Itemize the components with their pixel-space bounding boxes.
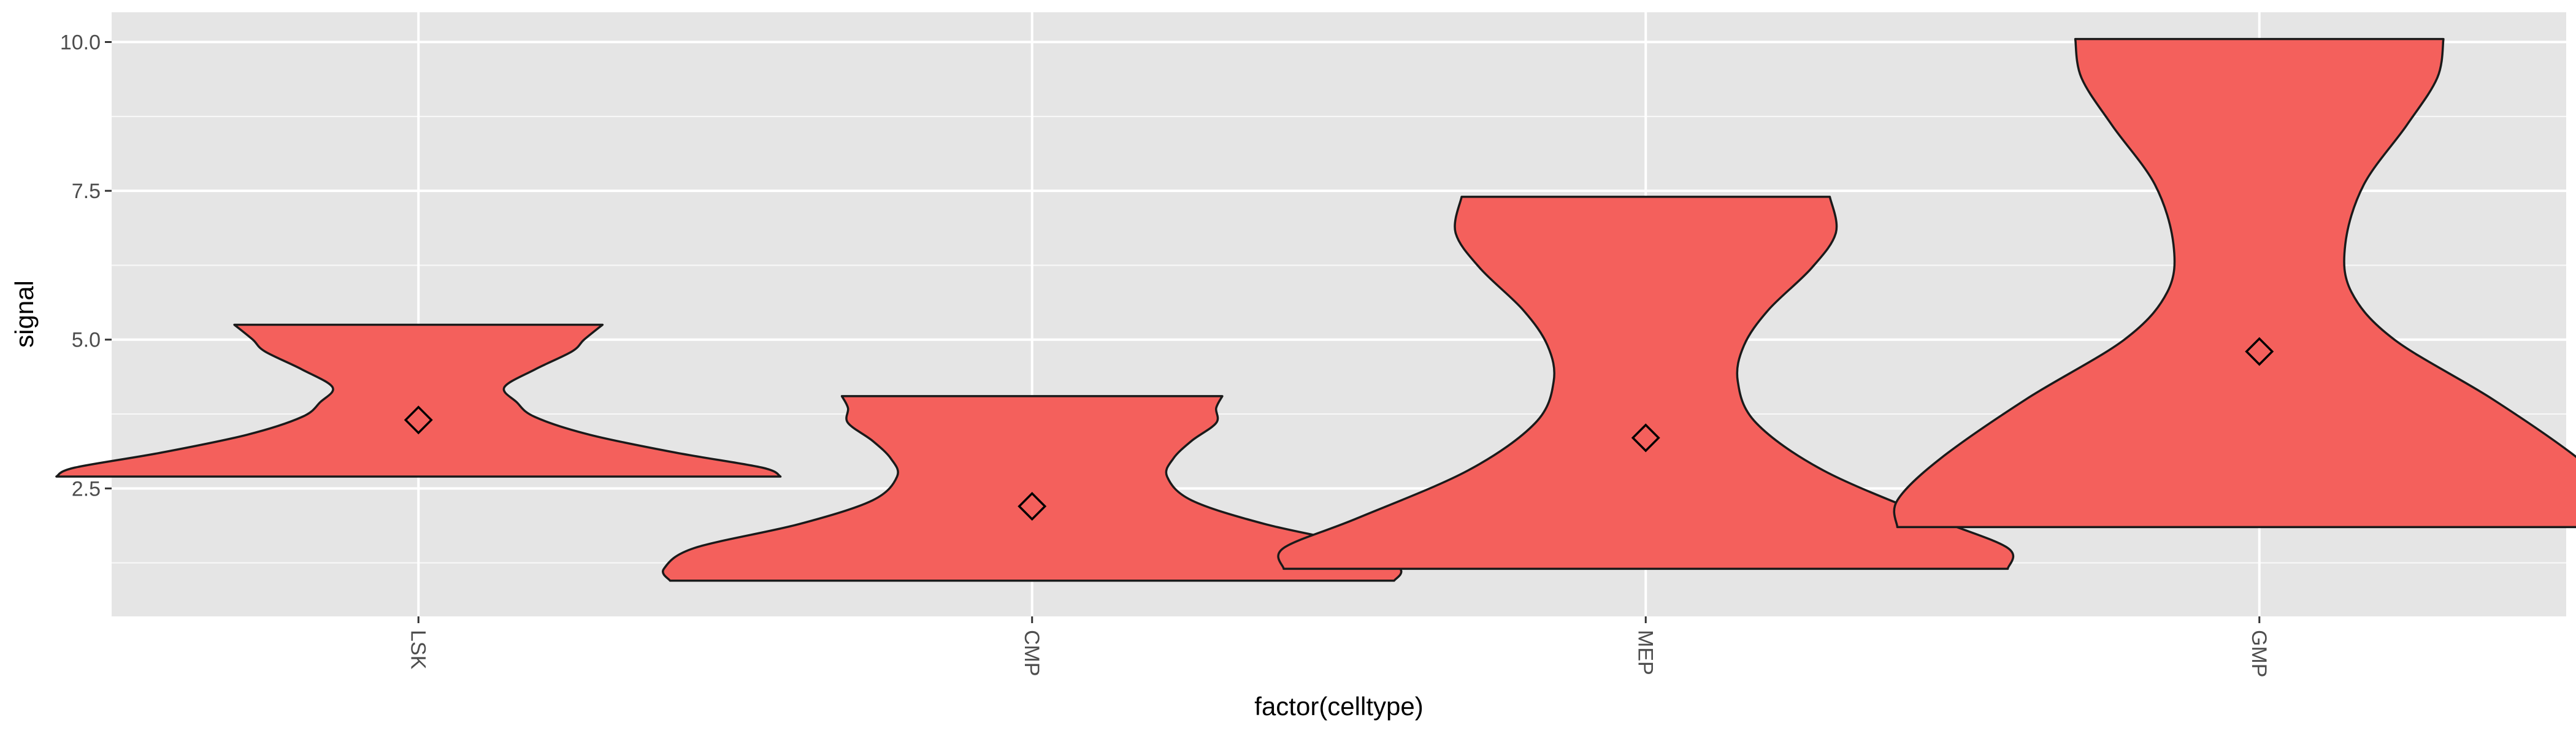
y-axis-title: signal: [10, 280, 39, 348]
x-axis: LSK CMP MEP GMP: [406, 616, 2271, 677]
y-tick-label: 5.0: [72, 329, 101, 352]
violin-cmp: [662, 395, 1403, 582]
mean-marker-cmp: [1018, 491, 1047, 521]
violin-lsk: [55, 323, 782, 478]
y-tick-label: 7.5: [72, 180, 101, 203]
x-tick-label: GMP: [2247, 630, 2271, 677]
x-axis-title: factor(celltype): [1254, 692, 1423, 721]
mean-marker-gmp: [2245, 337, 2274, 366]
y-tick-label: 10.0: [60, 31, 101, 55]
x-tick-label: LSK: [406, 630, 429, 670]
x-tick-label: MEP: [1633, 630, 1657, 675]
y-axis: 2.5 5.0 7.5 10.0: [60, 31, 112, 500]
violin-mep: [1277, 196, 2015, 570]
violin-gmp: [1893, 37, 2576, 529]
mean-marker-lsk: [404, 405, 433, 435]
mean-markers: [404, 337, 2274, 521]
violins: [55, 37, 2576, 582]
y-tick-label: 2.5: [72, 477, 101, 500]
mean-marker-mep: [1631, 423, 1660, 453]
x-tick-label: CMP: [1020, 630, 1043, 677]
